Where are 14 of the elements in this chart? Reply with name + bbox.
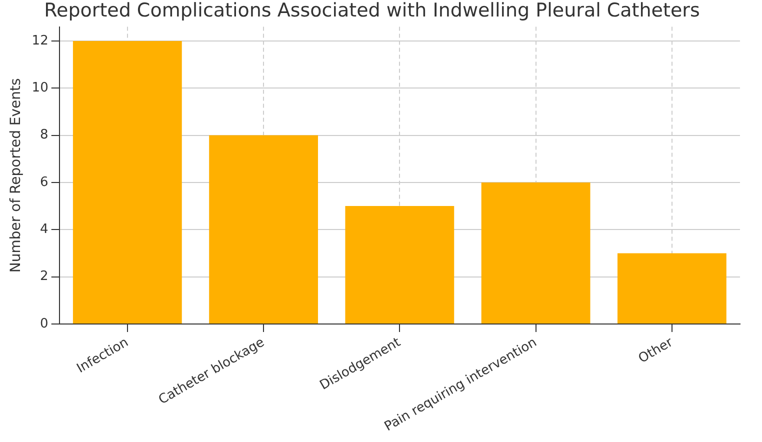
y-tick-label: 10 xyxy=(32,80,48,96)
y-tick-label: 0 xyxy=(40,316,48,332)
y-tick-label: 4 xyxy=(40,222,48,237)
bar xyxy=(72,40,182,324)
y-tick-label: 12 xyxy=(32,33,48,48)
bar xyxy=(481,182,590,324)
bar xyxy=(617,253,726,324)
y-tick-label: 2 xyxy=(40,269,48,284)
y-tick-label: 8 xyxy=(40,128,48,143)
y-tick-label: 6 xyxy=(40,174,48,190)
bar xyxy=(209,135,318,324)
bar xyxy=(345,206,454,324)
chart-title: Reported Complications Associated with Indwelling Pleural Catheters xyxy=(44,0,700,22)
y-axis-title: Number of Reported Events xyxy=(8,78,24,273)
